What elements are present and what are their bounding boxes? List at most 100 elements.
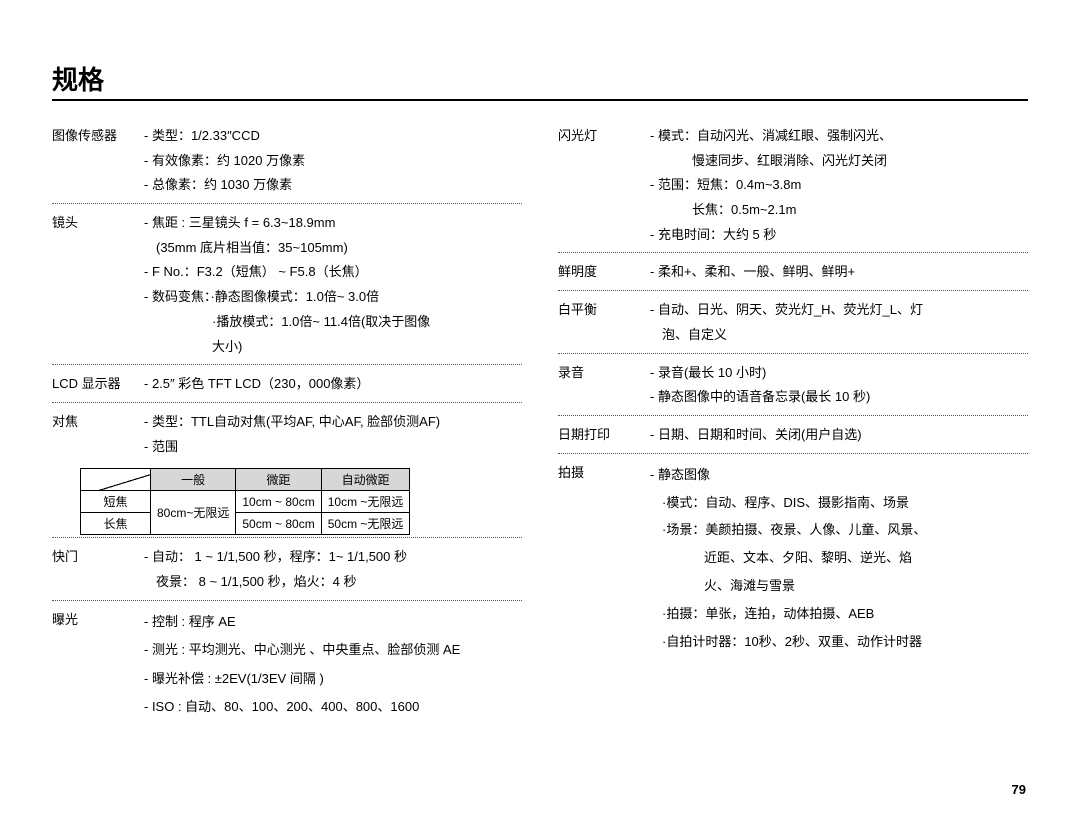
spec-line: 慢速同步、红眼消除、闪光灯关闭	[650, 149, 1028, 174]
spec-line: - 焦距 : 三星镜头 f = 6.3~18.9mm	[144, 211, 522, 236]
table-diag-cell	[81, 469, 151, 491]
spec-label: 日期打印	[558, 423, 650, 448]
table-cell: 50cm ~无限远	[321, 513, 410, 535]
spec-line: 泡、自定义	[650, 323, 1028, 348]
spec-values: - 柔和+、柔和、一般、鲜明、鲜明+	[650, 260, 1028, 285]
spec-date: 日期打印 - 日期、日期和时间、关闭(用户自选)	[558, 420, 1028, 451]
spec-line: - 自动： 1 ~ 1/1,500 秒，程序：1~ 1/1,500 秒	[144, 545, 522, 570]
spec-line: - 类型：TTL自动对焦(平均AF, 中心AF, 脸部侦测AF)	[144, 410, 522, 435]
spec-label: 鲜明度	[558, 260, 650, 285]
spec-line: 火、海滩与雪景	[650, 572, 1028, 600]
spec-wb: 白平衡 - 自动、日光、阴天、荧光灯_H、荧光灯_L、灯 泡、自定义	[558, 295, 1028, 350]
focus-range-table: 一般 微距 自动微距 短焦 80cm~无限远 10cm ~ 80cm 10cm …	[80, 468, 410, 535]
spec-values: - 自动： 1 ~ 1/1,500 秒，程序：1~ 1/1,500 秒 夜景： …	[144, 545, 522, 594]
spec-label: 闪光灯	[558, 124, 650, 247]
spec-label: 快门	[52, 545, 144, 594]
spec-values: - 录音(最长 10 小时) - 静态图像中的语音备忘录(最长 10 秒)	[650, 361, 1028, 410]
spec-voice: 录音 - 录音(最长 10 小时) - 静态图像中的语音备忘录(最长 10 秒)	[558, 358, 1028, 413]
spec-line: (35mm 底片相当值：35~105mm)	[144, 236, 522, 261]
spec-sensor: 图像传感器 - 类型：1/2.33″CCD - 有效像素：约 1020 万像素 …	[52, 121, 522, 201]
left-column: 图像传感器 - 类型：1/2.33″CCD - 有效像素：约 1020 万像素 …	[52, 121, 522, 725]
separator	[52, 402, 522, 403]
spec-lens: 镜头 - 焦距 : 三星镜头 f = 6.3~18.9mm (35mm 底片相当…	[52, 208, 522, 362]
separator	[558, 415, 1028, 416]
spec-line: - 总像素：约 1030 万像素	[144, 173, 522, 198]
table-cell: 10cm ~ 80cm	[236, 491, 321, 513]
spec-label: LCD 显示器	[52, 372, 144, 397]
spec-label: 白平衡	[558, 298, 650, 347]
spec-shoot: 拍摄 - 静态图像 ·模式：自动、程序、DIS、摄影指南、场景 ·场景：美颜拍摄…	[558, 458, 1028, 660]
spec-label: 录音	[558, 361, 650, 410]
spec-flash: 闪光灯 - 模式：自动闪光、消减红眼、强制闪光、 慢速同步、红眼消除、闪光灯关闭…	[558, 121, 1028, 250]
page-number: 79	[1012, 782, 1026, 797]
table-header: 一般	[151, 469, 236, 491]
spec-line: - 数码变焦：·静态图像模式：1.0倍~ 3.0倍	[144, 285, 522, 310]
spec-label: 曝光	[52, 608, 144, 722]
table-rowhead: 短焦	[81, 491, 151, 513]
spec-line: ·场景：美颜拍摄、夜景、人像、儿童、风景、	[650, 516, 1028, 544]
spec-values: - 2.5″ 彩色 TFT LCD（230，000像素）	[144, 372, 522, 397]
spec-line: ·模式：自动、程序、DIS、摄影指南、场景	[650, 489, 1028, 517]
spec-values: - 类型：TTL自动对焦(平均AF, 中心AF, 脸部侦测AF) - 范围	[144, 410, 522, 459]
spec-line: - ISO : 自动、80、100、200、400、800、1600	[144, 693, 522, 722]
spec-line: 长焦：0.5m~2.1m	[650, 198, 1028, 223]
right-column: 闪光灯 - 模式：自动闪光、消减红眼、强制闪光、 慢速同步、红眼消除、闪光灯关闭…	[558, 121, 1028, 725]
separator	[52, 203, 522, 204]
separator	[558, 252, 1028, 253]
spec-lcd: LCD 显示器 - 2.5″ 彩色 TFT LCD（230，000像素）	[52, 369, 522, 400]
table-row: 长焦 50cm ~ 80cm 50cm ~无限远	[81, 513, 410, 535]
spec-line: - 录音(最长 10 小时)	[650, 361, 1028, 386]
spec-values: - 日期、日期和时间、关闭(用户自选)	[650, 423, 1028, 448]
page-title: 规格	[52, 60, 1028, 101]
separator	[558, 453, 1028, 454]
spec-line: - 柔和+、柔和、一般、鲜明、鲜明+	[650, 260, 1028, 285]
separator	[558, 290, 1028, 291]
spec-line: - 2.5″ 彩色 TFT LCD（230，000像素）	[144, 372, 522, 397]
spec-line: ·自拍计时器：10秒、2秒、双重、动作计时器	[650, 628, 1028, 656]
spec-line: - 静态图像中的语音备忘录(最长 10 秒)	[650, 385, 1028, 410]
spec-line: ·拍摄：单张，连拍，动体拍摄、AEB	[650, 600, 1028, 628]
table-header: 微距	[236, 469, 321, 491]
spec-label: 镜头	[52, 211, 144, 359]
spec-line: 大小)	[144, 335, 522, 360]
table-header: 自动微距	[321, 469, 410, 491]
spec-line: - 类型：1/2.33″CCD	[144, 124, 522, 149]
content-columns: 图像传感器 - 类型：1/2.33″CCD - 有效像素：约 1020 万像素 …	[52, 121, 1028, 725]
spec-line: ·播放模式：1.0倍~ 11.4倍(取决于图像	[144, 310, 522, 335]
spec-exposure: 曝光 - 控制 : 程序 AE - 测光 : 平均测光、中心测光 、中央重点、脸…	[52, 605, 522, 725]
spec-values: - 控制 : 程序 AE - 测光 : 平均测光、中心测光 、中央重点、脸部侦测…	[144, 608, 522, 722]
spec-line: - 自动、日光、阴天、荧光灯_H、荧光灯_L、灯	[650, 298, 1028, 323]
spec-line: - 控制 : 程序 AE	[144, 608, 522, 637]
spec-values: - 类型：1/2.33″CCD - 有效像素：约 1020 万像素 - 总像素：…	[144, 124, 522, 198]
separator	[52, 364, 522, 365]
spec-focus: 对焦 - 类型：TTL自动对焦(平均AF, 中心AF, 脸部侦测AF) - 范围	[52, 407, 522, 462]
spec-line: - 模式：自动闪光、消减红眼、强制闪光、	[650, 124, 1028, 149]
spec-line: - F No.：F3.2（短焦） ~ F5.8（长焦）	[144, 260, 522, 285]
spec-values: - 焦距 : 三星镜头 f = 6.3~18.9mm (35mm 底片相当值：3…	[144, 211, 522, 359]
table-cell: 10cm ~无限远	[321, 491, 410, 513]
spec-shutter: 快门 - 自动： 1 ~ 1/1,500 秒，程序：1~ 1/1,500 秒 夜…	[52, 542, 522, 597]
spec-values: - 自动、日光、阴天、荧光灯_H、荧光灯_L、灯 泡、自定义	[650, 298, 1028, 347]
table-cell: 80cm~无限远	[151, 491, 236, 535]
spec-line: - 充电时间：大约 5 秒	[650, 223, 1028, 248]
separator	[52, 537, 522, 538]
table-cell: 50cm ~ 80cm	[236, 513, 321, 535]
spec-line: - 静态图像	[650, 461, 1028, 489]
spec-line: - 范围	[144, 435, 522, 460]
spec-line: - 日期、日期和时间、关闭(用户自选)	[650, 423, 1028, 448]
spec-line: 夜景： 8 ~ 1/1,500 秒，焰火：4 秒	[144, 570, 522, 595]
spec-sharp: 鲜明度 - 柔和+、柔和、一般、鲜明、鲜明+	[558, 257, 1028, 288]
table-row: 短焦 80cm~无限远 10cm ~ 80cm 10cm ~无限远	[81, 491, 410, 513]
separator	[52, 600, 522, 601]
spec-label: 拍摄	[558, 461, 650, 657]
spec-line: - 测光 : 平均测光、中心测光 、中央重点、脸部侦测 AE	[144, 636, 522, 665]
spec-values: - 静态图像 ·模式：自动、程序、DIS、摄影指南、场景 ·场景：美颜拍摄、夜景…	[650, 461, 1028, 657]
spec-line: - 范围：短焦：0.4m~3.8m	[650, 173, 1028, 198]
table-rowhead: 长焦	[81, 513, 151, 535]
spec-label: 图像传感器	[52, 124, 144, 198]
spec-line: - 有效像素：约 1020 万像素	[144, 149, 522, 174]
spec-label: 对焦	[52, 410, 144, 459]
spec-line: 近距、文本、夕阳、黎明、逆光、焰	[650, 544, 1028, 572]
separator	[558, 353, 1028, 354]
spec-values: - 模式：自动闪光、消减红眼、强制闪光、 慢速同步、红眼消除、闪光灯关闭 - 范…	[650, 124, 1028, 247]
